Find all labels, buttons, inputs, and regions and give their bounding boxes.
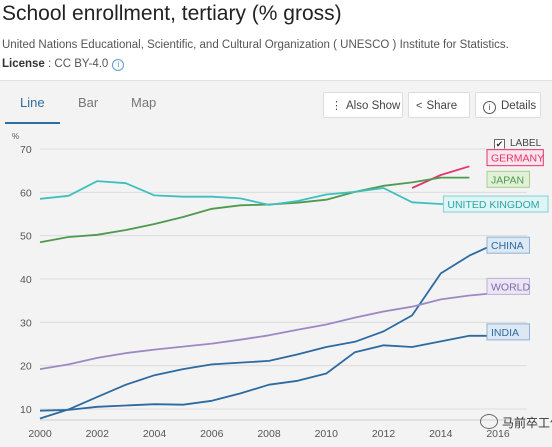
dots-vertical-icon: ⋮ <box>331 100 342 112</box>
series-line-china <box>39 241 499 420</box>
x-tick-label: 2002 <box>86 428 110 440</box>
tab-bar-chart[interactable]: Bar <box>78 95 99 110</box>
series-label-united-kingdom: UNITED KINGDOM <box>447 199 539 211</box>
y-tick-label: 10 <box>20 404 32 416</box>
series-label-box-united-kingdom <box>442 195 549 213</box>
info-icon: i <box>483 101 496 114</box>
tab-line[interactable]: Line <box>20 95 45 110</box>
x-tick-label: 2016 <box>486 428 510 440</box>
label-toggle-text: LABEL <box>510 138 542 149</box>
details-button[interactable]: i Details <box>475 92 541 118</box>
share-icon: < <box>416 100 423 112</box>
series-line-japan <box>39 176 470 244</box>
page-title: School enrollment, tertiary (% gross) <box>2 2 342 25</box>
y-tick-label: 40 <box>20 274 32 286</box>
x-tick-label: 2008 <box>257 428 281 440</box>
y-tick-label: 30 <box>20 317 32 329</box>
chart-panel: Line Bar Map ⋮ Also Show < Share i Details … <box>0 80 552 447</box>
share-button[interactable]: < Share <box>408 92 470 118</box>
series-label-germany: GERMANY <box>491 153 544 165</box>
series-label-japan: JAPAN <box>491 174 524 186</box>
series-label-india: INDIA <box>491 327 519 339</box>
y-tick-label: 70 <box>20 144 32 156</box>
share-label: Share <box>426 100 458 112</box>
y-tick-label: 50 <box>20 231 32 243</box>
wechat-icon <box>480 414 498 429</box>
series-label-box-world <box>486 277 530 295</box>
series-label-world: WORLD <box>491 281 531 293</box>
x-tick-label: 2000 <box>28 428 52 440</box>
info-icon[interactable]: i <box>112 59 125 71</box>
x-tick-label: 2012 <box>372 428 396 440</box>
details-label: Details <box>501 100 537 112</box>
license-value: : CC BY-4.0 <box>44 58 109 70</box>
series-line-india <box>39 334 498 412</box>
y-axis-unit: % <box>12 132 19 141</box>
license-label: License <box>2 58 45 70</box>
active-tab-indicator <box>5 122 60 124</box>
series-label-box-germany <box>486 149 544 167</box>
x-tick-label: 2014 <box>429 428 453 440</box>
tab-map[interactable]: Map <box>131 95 157 110</box>
series-line-united-kingdom <box>39 180 470 206</box>
watermark: 马前卒工作室 <box>480 414 552 431</box>
series-label-box-india <box>486 323 530 341</box>
series-label-box-japan <box>486 170 530 188</box>
license-line: License : CC BY-4.0 i <box>2 58 125 71</box>
x-tick-label: 2004 <box>143 428 167 440</box>
x-tick-label: 2010 <box>315 428 339 440</box>
also-show-label: Also Show <box>346 100 401 112</box>
x-tick-label: 2006 <box>200 428 224 440</box>
watermark-text: 马前卒工作室 <box>502 416 552 430</box>
also-show-button[interactable]: ⋮ Also Show <box>323 92 403 118</box>
y-tick-label: 20 <box>20 361 32 373</box>
series-label-box-china <box>486 236 530 254</box>
series-line-world <box>39 292 499 370</box>
y-tick-label: 60 <box>20 187 32 199</box>
series-label-china: CHINA <box>491 240 524 252</box>
series-line-germany <box>411 165 470 189</box>
source-text: United Nations Educational, Scientific, … <box>2 39 509 51</box>
